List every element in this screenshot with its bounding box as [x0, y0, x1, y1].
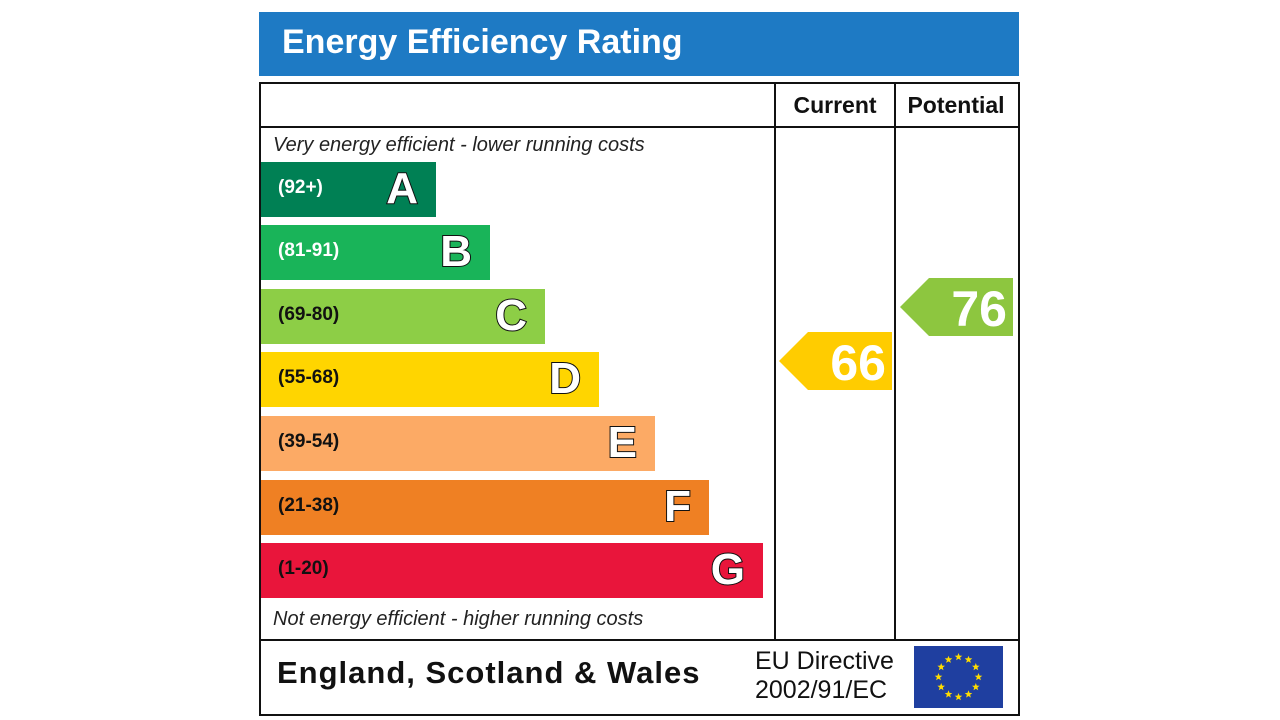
divider	[894, 82, 896, 641]
band-letter: F	[663, 481, 692, 532]
band-range: (39-54)	[278, 431, 340, 452]
band-letter: B	[439, 226, 473, 277]
star-icon	[972, 683, 980, 691]
band-letter: A	[385, 163, 419, 214]
star-icon	[954, 693, 963, 701]
star-icon	[934, 673, 943, 681]
potential-rating-arrow: 76	[900, 278, 1013, 337]
footer-region: England, Scotland & Wales	[277, 655, 701, 690]
star-icon	[954, 653, 963, 661]
potential-rating-value: 76	[951, 281, 1007, 337]
band-letter: E	[607, 417, 638, 468]
rating-frame	[259, 82, 1020, 716]
band-range: (21-38)	[278, 495, 340, 516]
band-range: (55-68)	[278, 367, 340, 388]
star-icon	[937, 663, 945, 671]
band-g: (1-20) G	[261, 543, 763, 598]
band-range: (92+)	[278, 177, 323, 198]
star-icon	[944, 655, 953, 663]
title-bar: Energy Efficiency Rating	[259, 12, 1019, 76]
divider	[259, 639, 1018, 641]
eu-directive-line2: 2002/91/EC	[755, 676, 888, 704]
star-icon	[972, 663, 980, 671]
caption-bottom: Not energy efficient - higher running co…	[273, 608, 644, 630]
band-letter: G	[710, 544, 746, 595]
current-rating-value: 66	[830, 335, 886, 391]
band-c: (69-80) C	[261, 289, 545, 344]
eu-directive: EU Directive 2002/91/EC	[755, 647, 894, 705]
column-header-current: Current	[793, 92, 877, 118]
band-range: (69-80)	[278, 304, 340, 325]
column-header-potential: Potential	[907, 92, 1005, 118]
band-b: (81-91) B	[261, 225, 490, 280]
band-d: (55-68) D	[261, 352, 599, 407]
page-title: Energy Efficiency Rating	[282, 23, 683, 61]
band-a: (92+) A	[261, 162, 436, 217]
star-icon	[944, 690, 953, 698]
band-range: (81-91)	[278, 240, 340, 261]
star-icon	[964, 690, 973, 698]
eu-flag-icon	[914, 646, 1003, 708]
star-icon	[937, 683, 945, 691]
star-icon	[974, 673, 983, 681]
caption-top: Very energy efficient - lower running co…	[273, 134, 645, 156]
star-icon	[964, 655, 973, 663]
band-letter: C	[494, 290, 528, 341]
divider	[259, 126, 1018, 128]
band-letter: D	[548, 353, 582, 404]
divider	[774, 82, 776, 641]
band-e: (39-54) E	[261, 416, 655, 471]
band-range: (1-20)	[278, 558, 329, 579]
band-f: (21-38) F	[261, 480, 709, 535]
current-rating-arrow: 66	[779, 332, 892, 391]
eu-directive-line1: EU Directive	[755, 647, 894, 675]
